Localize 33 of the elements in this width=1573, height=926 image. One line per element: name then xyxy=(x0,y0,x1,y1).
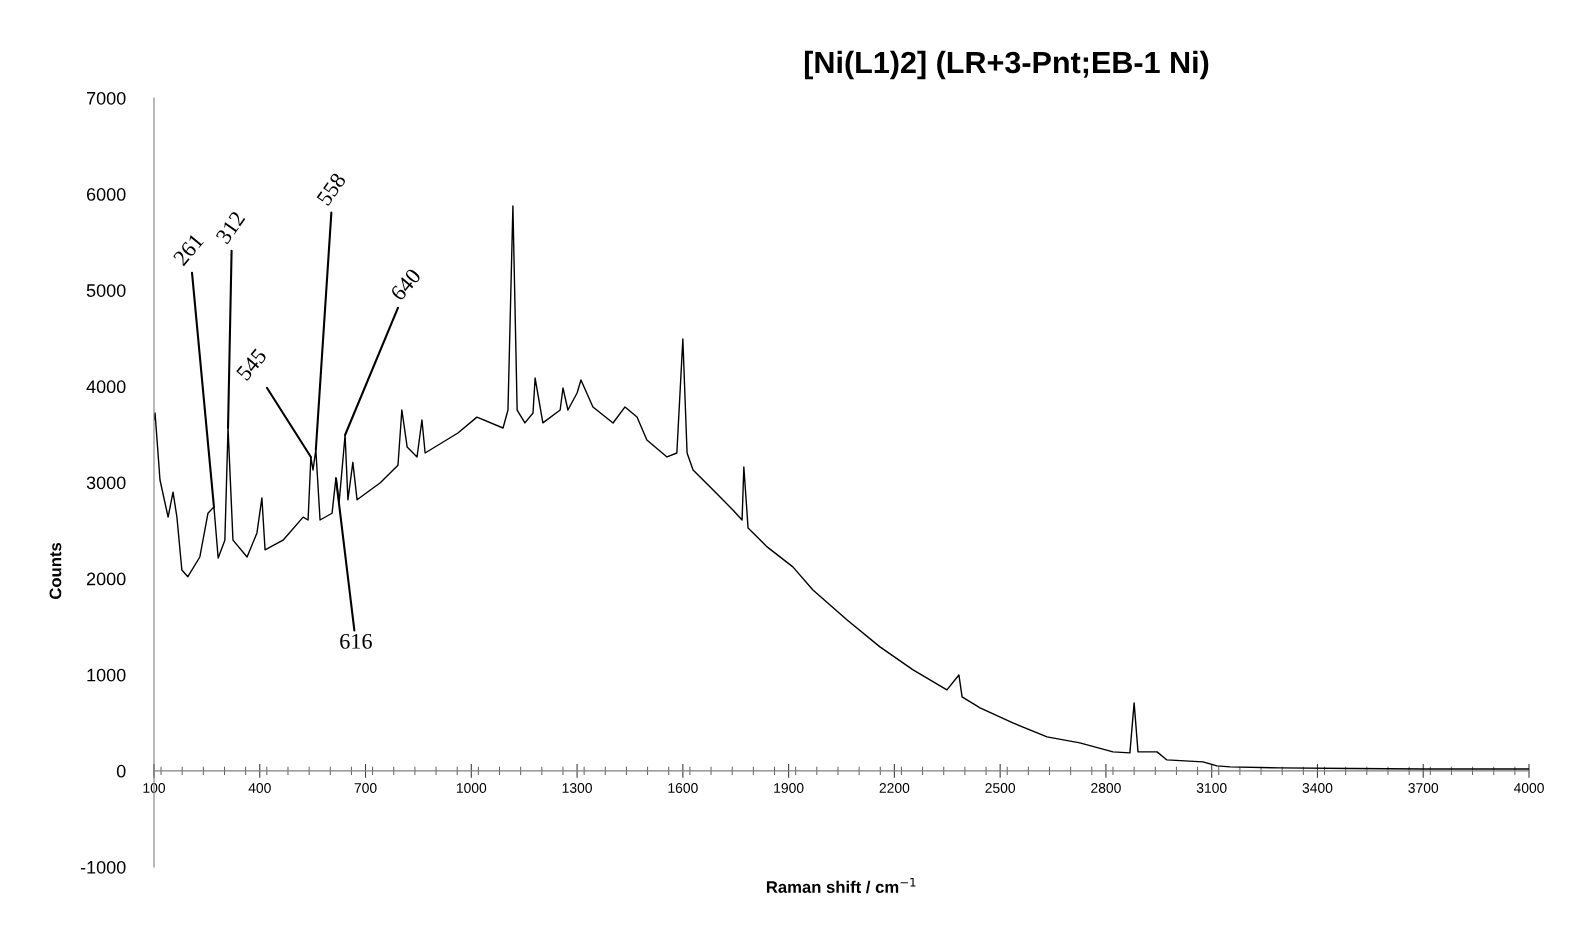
annotation: 558 xyxy=(316,172,347,207)
x-tick-label: 1000 xyxy=(456,783,487,793)
x-tick-label: 2800 xyxy=(1091,783,1121,793)
x-tick-label: 1300 xyxy=(562,783,592,793)
annotation: 261 xyxy=(172,232,205,267)
x-tick-label: 3700 xyxy=(1408,783,1439,793)
y-tick-label: 3000 xyxy=(86,476,126,490)
x-tick-label: 400 xyxy=(248,783,271,793)
annotation: 616 xyxy=(340,633,372,649)
y-tick-label: 0 xyxy=(116,764,126,778)
y-tick-label: 6000 xyxy=(86,188,126,201)
x-tick-label: 4000 xyxy=(1513,783,1544,793)
x-axis-title: Raman shift / cm$^{−1}$ xyxy=(766,877,916,894)
x-tick-label: 1600 xyxy=(668,783,698,793)
x-tick-label: 1900 xyxy=(774,783,804,793)
annotation: 640 xyxy=(389,267,422,302)
x-tick-label: 2200 xyxy=(879,783,910,793)
chart-title: [Ni(L1)2] (LR+3-Pnt;EB-1 Ni) xyxy=(804,50,1209,80)
x-tick-label: 700 xyxy=(354,783,377,793)
y-tick-label: 5000 xyxy=(86,284,126,297)
x-tick-label: 2500 xyxy=(985,783,1016,793)
y-tick-label: 2000 xyxy=(86,572,126,586)
y-tick-label: 1000 xyxy=(87,668,126,682)
y-tick-label: 4000 xyxy=(86,380,126,394)
y-tick-label: 7000 xyxy=(86,91,126,105)
annotation: 312 xyxy=(215,210,246,245)
x-tick-label: 3400 xyxy=(1302,783,1333,793)
y-axis-title: Counts xyxy=(49,542,62,599)
x-tick-label: 3100 xyxy=(1196,783,1227,793)
annotation: 545 xyxy=(235,347,268,382)
x-tick-label: 100 xyxy=(143,783,166,793)
y-tick-label: -1000 xyxy=(80,860,126,874)
line-series xyxy=(154,205,1529,770)
